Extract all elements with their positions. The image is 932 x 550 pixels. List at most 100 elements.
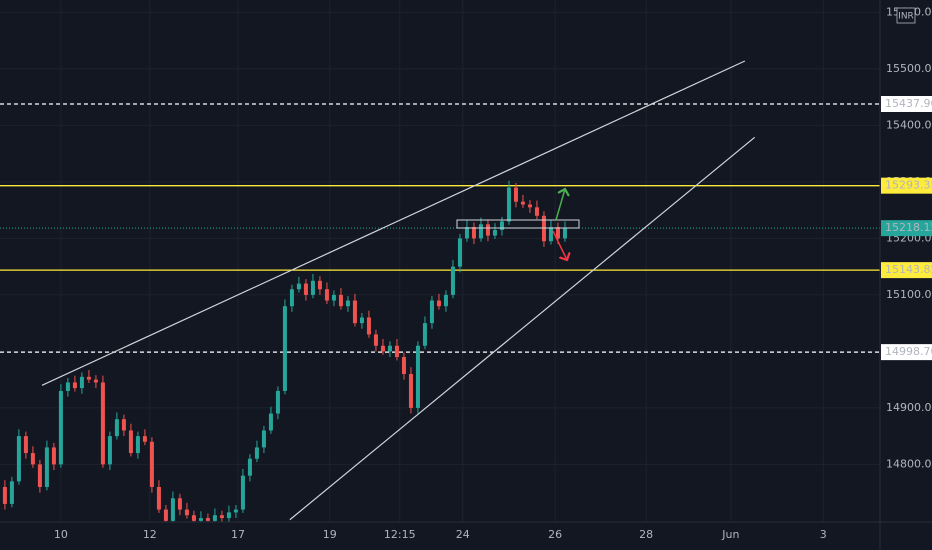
candle-body [233, 509, 238, 513]
x-tick-label: 10 [54, 528, 68, 541]
price-tag-box [881, 177, 932, 194]
candle-body [478, 224, 483, 239]
candle-body [170, 498, 175, 521]
candle-body [443, 294, 448, 307]
candle-body [401, 357, 406, 374]
candle-body [254, 447, 259, 459]
candle-body [23, 436, 28, 454]
candle-body [9, 481, 14, 504]
candle-body [86, 376, 91, 380]
grid [0, 0, 880, 522]
candle-body [289, 289, 294, 307]
candle-body [107, 436, 112, 465]
candle-body [485, 224, 490, 236]
candle-body [142, 436, 147, 442]
price-tag-box [881, 344, 932, 361]
y-tick-label: 15400.00 [886, 118, 932, 131]
price-tag-label: 15143.85 [885, 263, 932, 276]
candle-body [324, 289, 329, 301]
candle-body [149, 441, 154, 487]
candle-body [317, 280, 322, 290]
candle-body [51, 447, 56, 465]
x-tick-label: 12 [143, 528, 157, 541]
price-tag-box [881, 262, 932, 279]
candle-body [184, 509, 189, 516]
candle-body [450, 266, 455, 295]
candle-body [310, 280, 315, 295]
candle-body [562, 228, 567, 239]
candle-body [527, 204, 532, 208]
price-tag-label: 14998.70 [885, 345, 932, 358]
price-tag-box [881, 96, 932, 113]
candle-body [422, 323, 427, 346]
plot-area [0, 60, 880, 522]
candle-body [65, 382, 70, 391]
candle-body [380, 345, 385, 352]
candle-body [219, 515, 224, 519]
candle-body [93, 379, 98, 383]
candle-body [177, 498, 182, 510]
price-tags: 15437.90 15293.35 15218.15 15143.85 14998.70 [881, 96, 932, 361]
up-arrow [555, 189, 565, 221]
candle-body [2, 486, 7, 504]
candle-body [191, 515, 196, 521]
candle-body [555, 227, 560, 239]
candle-body [366, 317, 371, 335]
candle-body [303, 283, 308, 295]
y-tick-label: 15100.00 [886, 288, 932, 301]
candle-body [128, 430, 133, 454]
trend-line [41, 60, 746, 386]
currency: INR [898, 12, 914, 22]
range-box [456, 219, 580, 229]
candle-body [198, 518, 203, 521]
candle-body [121, 419, 126, 431]
candle-body [114, 419, 119, 437]
currency-box [896, 7, 916, 24]
candle-body [548, 227, 553, 242]
candle-body [58, 390, 63, 465]
x-tick-label: 19 [323, 528, 337, 541]
candle-body [513, 187, 518, 202]
candle-body [464, 227, 469, 239]
x-tick-label: 17 [231, 528, 245, 541]
candle-body [44, 447, 49, 487]
x-tick-label: 26 [548, 528, 562, 541]
candle-body [163, 509, 168, 521]
y-tick-label: 14900.00 [886, 401, 932, 414]
candle-body [457, 238, 462, 267]
candle-body [408, 373, 413, 408]
x-tick-label: 28 [639, 528, 653, 541]
candle-body [436, 300, 441, 307]
candle-body [345, 300, 350, 307]
candle-body [79, 376, 84, 389]
price-tag-label: 15293.35 [885, 179, 932, 192]
candle-body [492, 229, 497, 236]
candle-body [296, 283, 301, 290]
candle-body [261, 430, 266, 448]
y-tick-label: 15500.00 [886, 62, 932, 75]
candle-body [338, 294, 343, 307]
candle-body [37, 464, 42, 487]
candle-body [135, 436, 140, 454]
candle-body [331, 294, 336, 301]
candle-body [275, 390, 280, 414]
candle-body [415, 345, 420, 408]
candle-body [240, 475, 245, 510]
candle-body [520, 201, 525, 205]
price-tag-label: 15218.15 [885, 221, 932, 234]
y-tick-label: 14800.00 [886, 457, 932, 470]
x-tick-label: Jun [721, 528, 739, 541]
down-arrow [552, 230, 567, 260]
candle-body [429, 300, 434, 324]
candle-body [282, 306, 287, 391]
candle-body [394, 345, 399, 358]
x-tick-label: 12:15 [384, 528, 416, 541]
candle-body [100, 382, 105, 465]
candle-body [247, 458, 252, 476]
candle-body [205, 518, 210, 521]
price-tag-box [881, 220, 932, 237]
trend-line [289, 136, 756, 521]
candle-body [471, 227, 476, 239]
